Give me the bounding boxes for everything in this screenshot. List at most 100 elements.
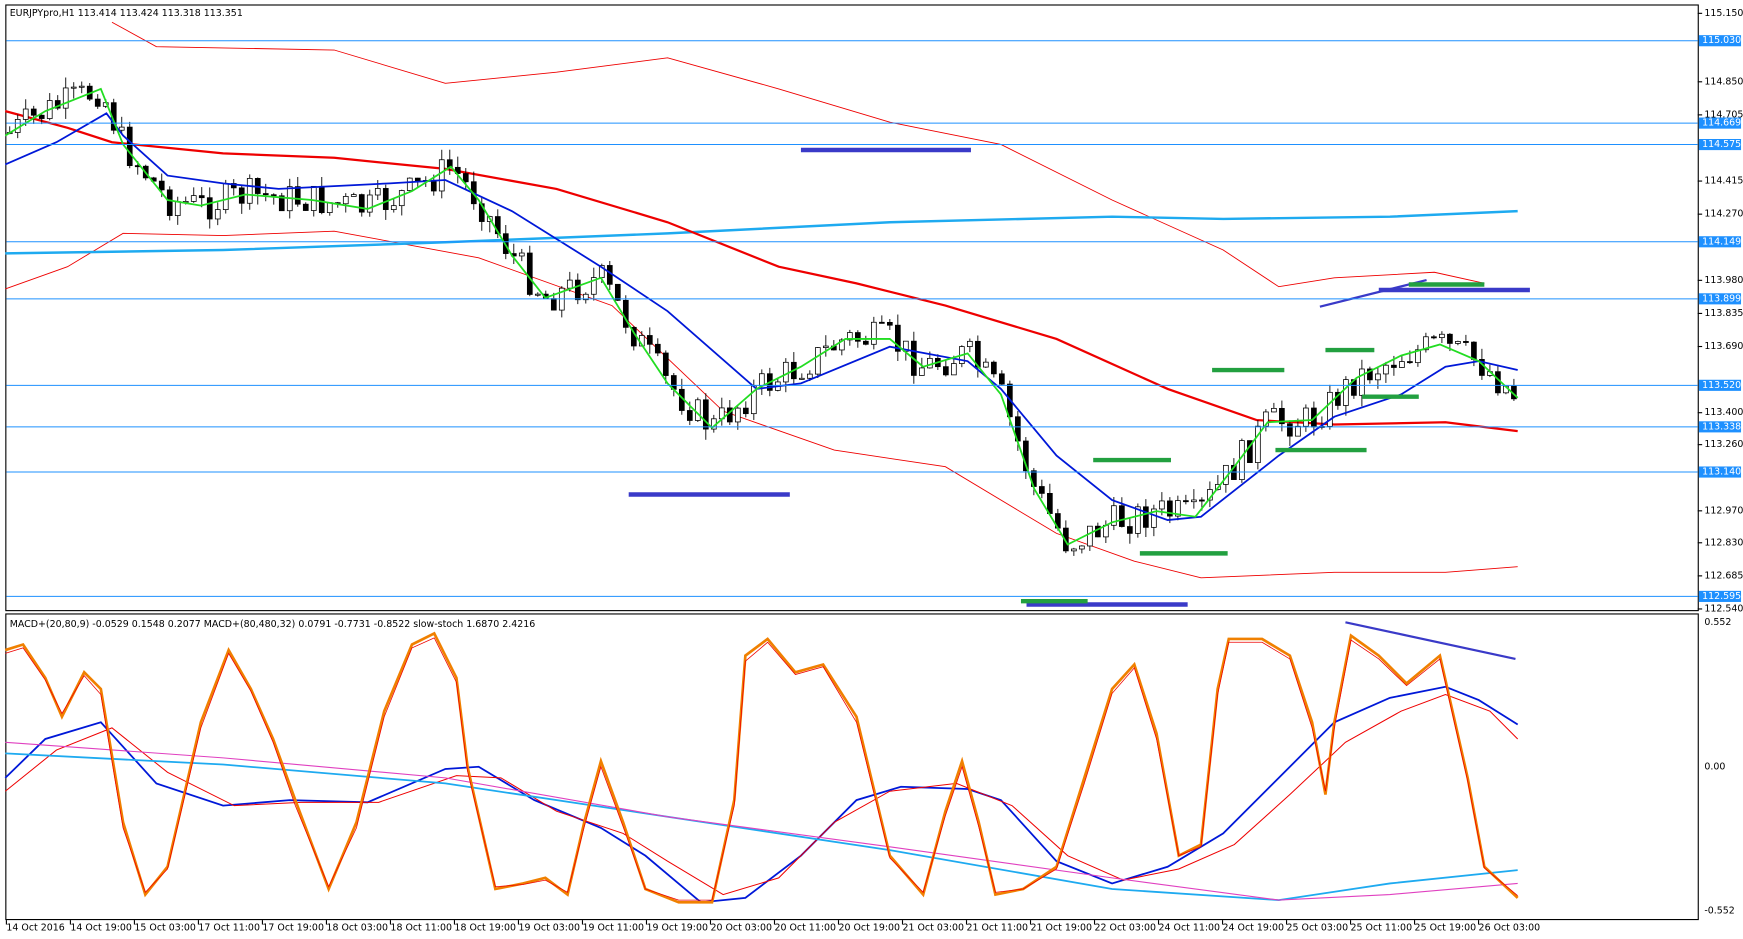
- candle-body: [1071, 548, 1077, 552]
- price-label: 112.970: [1704, 505, 1743, 516]
- candle-body: [887, 321, 893, 326]
- candle-body: [862, 340, 869, 345]
- price-label: 112.540: [1704, 603, 1743, 614]
- price-badge: [1698, 590, 1742, 602]
- candle-body: [398, 190, 405, 207]
- candle-body: [70, 86, 77, 89]
- candle-body: [1375, 373, 1381, 381]
- candle-body: [62, 87, 69, 109]
- time-label: 21 Oct 11:00: [967, 922, 1029, 933]
- stochastic-signal: [5, 637, 1518, 901]
- time-label: 22 Oct 03:00: [1095, 922, 1157, 933]
- candle-body: [526, 252, 533, 295]
- candle-body: [1135, 506, 1141, 534]
- candle-body: [1111, 505, 1117, 526]
- candle-body: [1391, 364, 1397, 368]
- candle-body: [518, 252, 525, 257]
- candle-body: [879, 321, 885, 324]
- candle-body: [198, 195, 205, 199]
- macd-signal: [4, 693, 1519, 896]
- candle-body: [1143, 506, 1149, 528]
- candle-body: [782, 361, 789, 383]
- candle-body: [318, 185, 325, 214]
- candles: [6, 77, 1517, 556]
- time-label: 25 Oct 11:00: [1351, 922, 1413, 933]
- candle-body: [1471, 341, 1477, 360]
- long-ma: [5, 209, 1518, 255]
- candle-body: [310, 185, 317, 211]
- time-label: 18 Oct 03:00: [326, 922, 388, 933]
- candle-body: [606, 265, 613, 285]
- price-label: 114.415: [1704, 176, 1743, 187]
- price-label: 112.830: [1704, 537, 1743, 548]
- candle-body: [222, 183, 229, 210]
- bollinger-lower: [5, 230, 1518, 579]
- candle-body: [374, 188, 381, 196]
- candle-body: [734, 407, 741, 423]
- candle-body: [550, 298, 557, 311]
- price-label: 112.685: [1704, 570, 1743, 581]
- candle-body: [822, 345, 829, 348]
- candle-body: [1151, 508, 1157, 528]
- support-lines: [628, 147, 1530, 607]
- price-label: 114.270: [1704, 209, 1743, 220]
- candle-body: [1271, 407, 1277, 413]
- indicator-label: -0.552: [1704, 906, 1734, 917]
- price-badge: [1698, 35, 1742, 47]
- candle-body: [694, 399, 701, 421]
- candle-body: [1367, 368, 1373, 381]
- candle-body: [870, 321, 877, 345]
- candle-body: [22, 108, 29, 120]
- candle-body: [999, 373, 1005, 385]
- bollinger-upper: [111, 21, 1485, 288]
- candle-body: [1399, 361, 1405, 368]
- candle-body: [158, 180, 165, 191]
- candle-body: [1175, 500, 1181, 517]
- candle-body: [1183, 500, 1189, 503]
- candle-body: [1447, 333, 1453, 344]
- time-label: 18 Oct 11:00: [390, 922, 452, 933]
- price-label: 113.140: [1702, 467, 1741, 478]
- candle-body: [1415, 349, 1421, 364]
- time-label: 17 Oct 11:00: [198, 922, 260, 933]
- price-label: 114.705: [1704, 109, 1743, 120]
- time-label: 15 Oct 03:00: [134, 922, 196, 933]
- candle-body: [927, 357, 933, 369]
- time-label: 18 Oct 19:00: [454, 922, 516, 933]
- price-label: 114.850: [1704, 76, 1743, 87]
- price-label: 113.400: [1704, 407, 1743, 418]
- candle-body: [1167, 500, 1173, 517]
- price-label: 113.520: [1702, 380, 1741, 391]
- price-label: 114.149: [1702, 236, 1741, 247]
- price-label: 113.899: [1702, 293, 1741, 304]
- candle-body: [1407, 361, 1413, 364]
- candle-body: [838, 339, 845, 351]
- time-label: 17 Oct 19:00: [262, 922, 324, 933]
- candle-body: [174, 201, 181, 216]
- candle-body: [206, 197, 213, 220]
- candle-body: [614, 283, 621, 301]
- candle-body: [78, 85, 85, 88]
- price-label: 113.338: [1702, 421, 1741, 432]
- candle-body: [1463, 341, 1469, 343]
- candle-body: [262, 193, 269, 196]
- candle-body: [1295, 425, 1301, 437]
- candle-body: [366, 194, 373, 213]
- candle-body: [1383, 364, 1389, 375]
- candle-body: [406, 177, 413, 191]
- candle-body: [350, 194, 357, 197]
- candle-body: [582, 293, 589, 301]
- candle-body: [1431, 336, 1437, 339]
- candle-body: [430, 180, 437, 192]
- candle-body: [1079, 545, 1085, 550]
- price-badge: [1698, 117, 1742, 129]
- candle-body: [758, 373, 765, 387]
- candle-body: [118, 126, 125, 131]
- price-label: 113.980: [1704, 275, 1743, 286]
- price-pane: [5, 4, 1699, 612]
- candle-body: [566, 279, 573, 289]
- candle-body: [951, 363, 957, 376]
- price-badge: [1698, 466, 1742, 478]
- candle-body: [943, 366, 949, 376]
- candle-body: [302, 203, 309, 211]
